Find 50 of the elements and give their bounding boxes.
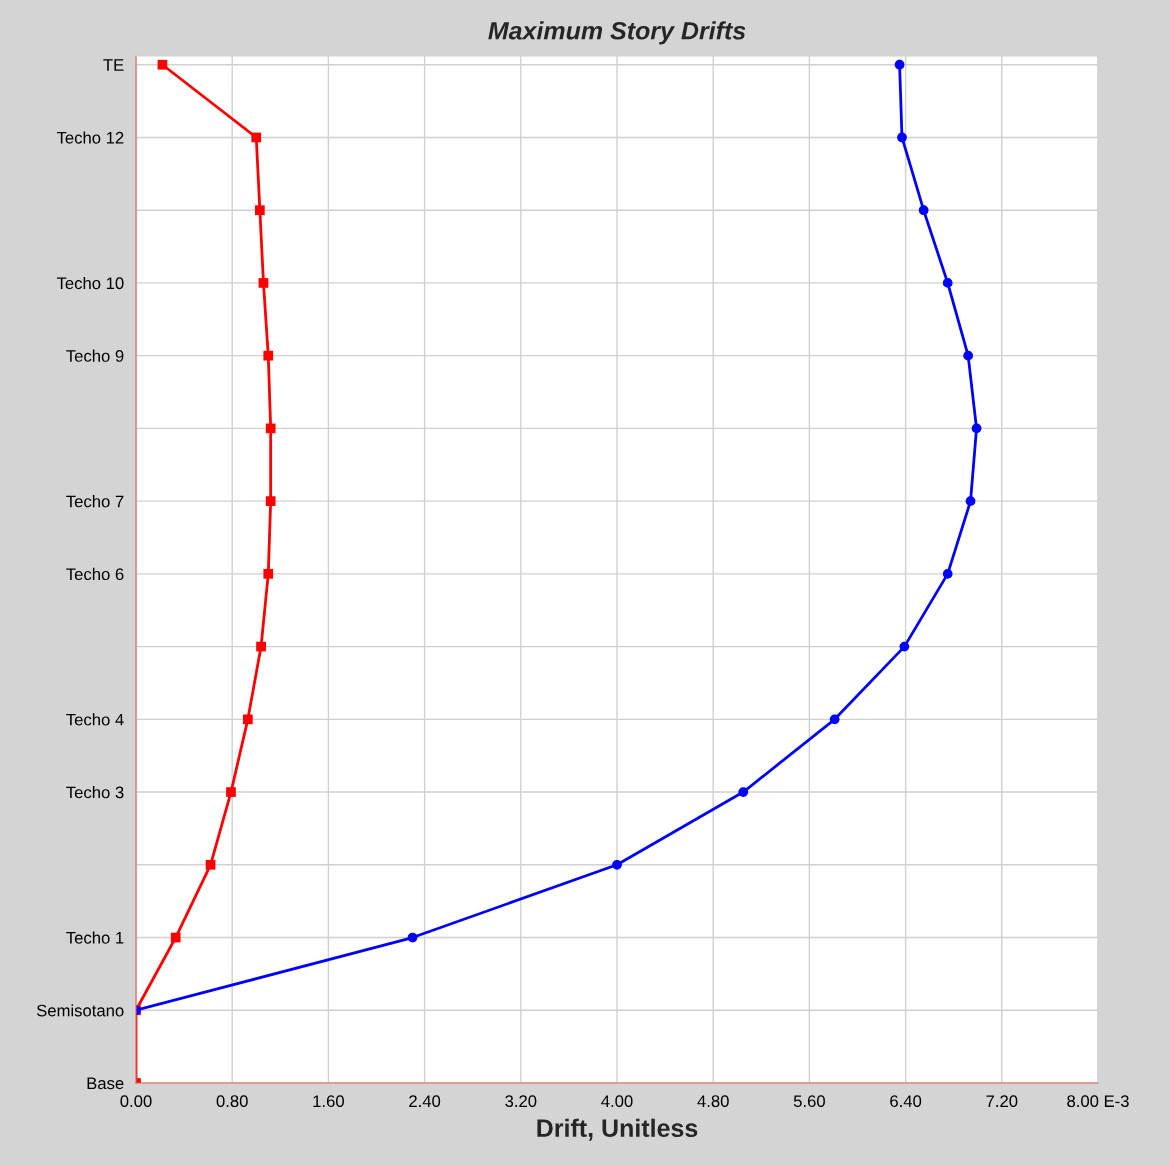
point — [251, 132, 262, 143]
point — [942, 569, 953, 579]
x-axis-title: Drift, Unitless — [537, 1118, 698, 1141]
point — [407, 932, 418, 943]
x-tick-label: 1.60 — [313, 1095, 344, 1108]
point — [894, 59, 905, 70]
point — [918, 205, 929, 216]
point — [965, 496, 976, 506]
x-tick-label: 8.00 E-3 — [1067, 1095, 1129, 1108]
y-tick-label: Techo 12 — [56, 131, 124, 144]
point — [170, 932, 181, 943]
x-tick-label: 7.20 — [986, 1095, 1018, 1108]
point — [205, 859, 216, 870]
point — [226, 787, 236, 797]
y-tick-label: Techo 4 — [66, 713, 124, 726]
y-tick-label: TE — [103, 59, 124, 71]
point — [942, 278, 953, 288]
point — [897, 132, 907, 143]
point — [157, 59, 168, 70]
x-tick-label: 3.20 — [505, 1095, 537, 1108]
point — [265, 496, 276, 506]
point — [612, 859, 622, 870]
point — [242, 714, 253, 725]
point — [263, 569, 274, 579]
point — [255, 205, 265, 216]
y-tick-label: Base — [87, 1077, 124, 1090]
point — [263, 350, 274, 361]
x-tick-label: 4.80 — [697, 1095, 729, 1108]
point — [258, 278, 269, 288]
x-tick-label: 0.80 — [216, 1095, 248, 1108]
x-tick-label: 0.00 — [120, 1095, 152, 1108]
point — [899, 641, 910, 652]
point — [963, 350, 973, 361]
y-tick-label: Semisotano — [36, 1004, 124, 1017]
chart-title: Maximum Story Drifts — [488, 21, 746, 45]
x-tick-label: 6.40 — [890, 1095, 922, 1108]
y-tick-label: Techo 9 — [66, 349, 124, 362]
point — [256, 641, 266, 652]
y-tick-label: Techo 6 — [66, 567, 124, 581]
y-tick-label: Techo 1 — [66, 931, 124, 944]
point — [971, 423, 982, 434]
point — [265, 423, 276, 434]
x-tick-label: 4.00 — [601, 1095, 633, 1108]
x-tick-label: 5.60 — [793, 1095, 825, 1108]
x-tick-label: 2.40 — [409, 1095, 441, 1108]
y-tick-label: Techo 3 — [66, 786, 124, 799]
point — [829, 714, 840, 725]
y-tick-label: Techo 7 — [66, 495, 124, 508]
y-tick-label: Techo 10 — [56, 276, 124, 290]
point — [738, 787, 749, 797]
